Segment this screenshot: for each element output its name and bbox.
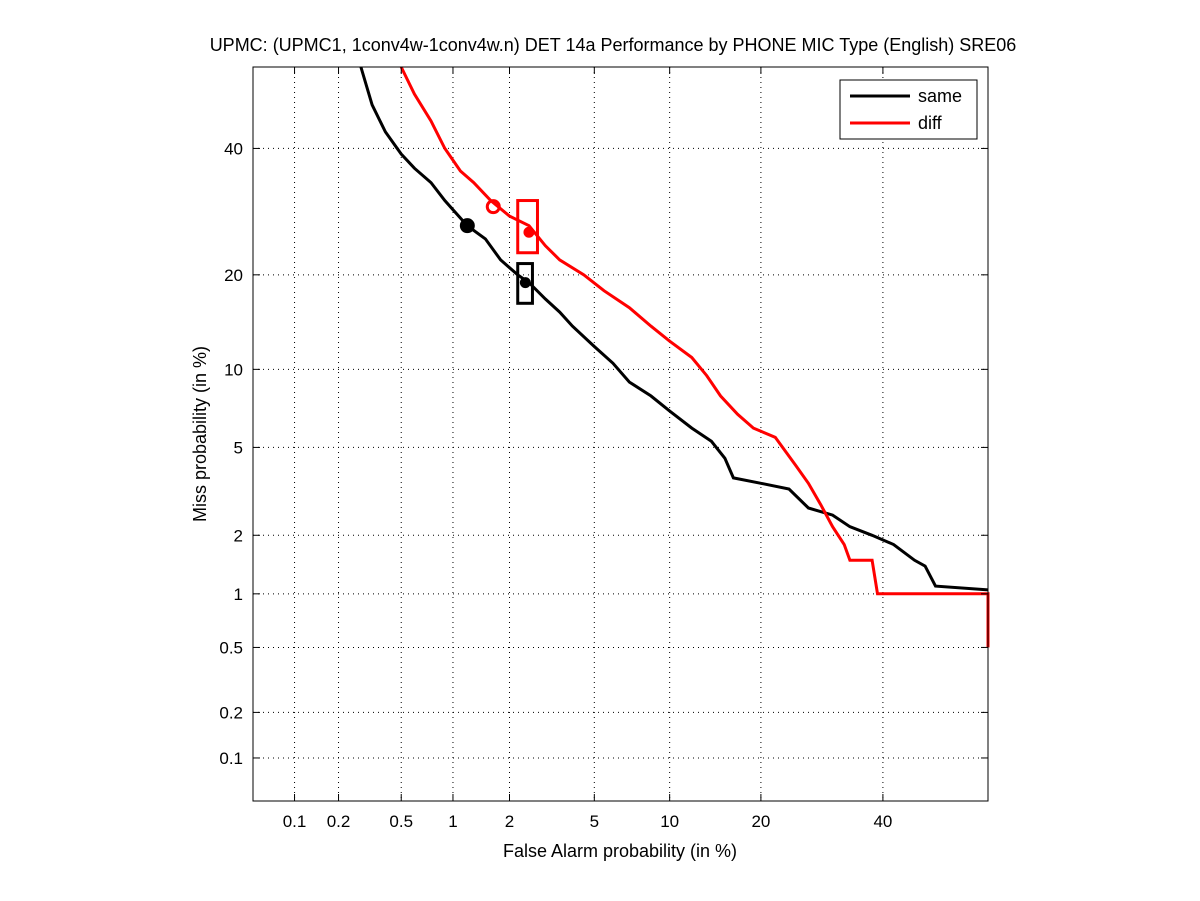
series-line-same — [359, 66, 989, 592]
actual-dcf-box-same — [516, 262, 534, 305]
x-tick-label: 5 — [590, 812, 599, 831]
x-tick-label: 0.2 — [327, 812, 351, 831]
plot-frame — [252, 66, 989, 802]
y-tick-label: 10 — [224, 360, 243, 379]
y-tick-label: 40 — [224, 139, 243, 158]
x-tick-label: 20 — [751, 812, 770, 831]
x-tick-label: 2 — [505, 812, 514, 831]
y-tick-label: 0.5 — [219, 638, 243, 657]
series-line-diff — [399, 66, 990, 648]
y-tick-label: 0.2 — [219, 703, 243, 722]
y-tick-label: 2 — [234, 526, 243, 545]
y-tick-label: 20 — [224, 266, 243, 285]
y-tick-label: 1 — [234, 585, 243, 604]
legend-label-same: same — [918, 86, 962, 106]
x-tick-label: 1 — [448, 812, 457, 831]
legend: same diff — [839, 79, 978, 140]
actual-dcf-box-diff — [516, 199, 539, 255]
x-axis-title: False Alarm probability (in %) — [503, 841, 737, 861]
legend-label-diff: diff — [918, 113, 943, 133]
legend-box — [839, 79, 978, 140]
chart-title: UPMC: (UPMC1, 1conv4w-1conv4w.n) DET 14a… — [210, 35, 1017, 55]
actual-dcf-marker-diff — [523, 226, 535, 238]
y-tick-label: 5 — [234, 438, 243, 457]
min-dcf-marker-diff — [485, 199, 501, 215]
x-tick-label: 0.5 — [389, 812, 413, 831]
y-tick-label: 0.1 — [219, 749, 243, 768]
axis-ticks: 0.1 0.2 0.5 1 2 5 10 20 40 0.1 0.2 0.5 1 2 5 10 20 40 — [219, 67, 988, 831]
min-dcf-marker-same — [459, 218, 475, 234]
actual-dcf-marker-same — [519, 277, 531, 289]
y-axis-title: Miss probability (in %) — [190, 346, 210, 522]
series-lines — [359, 66, 990, 648]
x-tick-label: 10 — [660, 812, 679, 831]
x-tick-label: 0.1 — [283, 812, 307, 831]
x-tick-label: 40 — [873, 812, 892, 831]
